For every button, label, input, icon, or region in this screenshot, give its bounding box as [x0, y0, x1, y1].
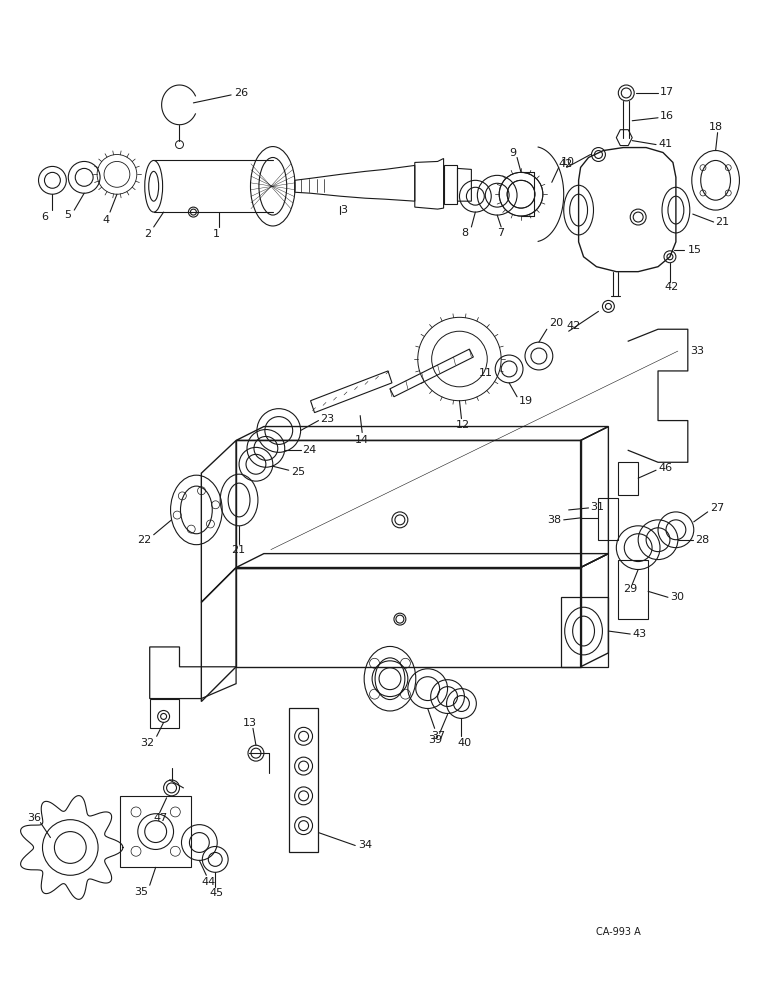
- Bar: [120, 796, 191, 867]
- Text: 8: 8: [462, 228, 469, 238]
- Text: 17: 17: [660, 87, 674, 97]
- Text: 6: 6: [42, 212, 49, 222]
- Text: 32: 32: [140, 738, 154, 748]
- Text: 1: 1: [213, 229, 220, 239]
- Text: 12: 12: [455, 420, 469, 430]
- Text: 16: 16: [660, 111, 674, 121]
- Text: 43: 43: [632, 629, 646, 639]
- Text: 30: 30: [670, 592, 684, 602]
- Text: 42: 42: [567, 321, 581, 331]
- Text: 38: 38: [547, 515, 561, 525]
- Text: 34: 34: [358, 840, 372, 850]
- Text: 36: 36: [28, 813, 42, 823]
- Text: 27: 27: [709, 503, 724, 513]
- Text: 21: 21: [716, 217, 730, 227]
- Text: 25: 25: [291, 467, 305, 477]
- Text: 24: 24: [303, 445, 317, 455]
- Text: 41: 41: [658, 139, 672, 149]
- Text: 4: 4: [102, 215, 109, 225]
- Text: 26: 26: [234, 88, 249, 98]
- Text: 18: 18: [709, 122, 723, 132]
- Text: 37: 37: [432, 731, 445, 741]
- Text: 42: 42: [559, 159, 573, 169]
- Text: 19: 19: [519, 396, 533, 406]
- Text: 14: 14: [355, 435, 369, 445]
- Text: 29: 29: [623, 584, 638, 594]
- Text: 22: 22: [137, 535, 151, 545]
- Text: 20: 20: [549, 318, 563, 328]
- Text: 15: 15: [688, 245, 702, 255]
- Text: 9: 9: [509, 148, 516, 158]
- Text: 39: 39: [428, 735, 442, 745]
- Text: 46: 46: [658, 463, 672, 473]
- Text: 3: 3: [340, 205, 347, 215]
- Text: 10: 10: [560, 157, 574, 167]
- Text: 35: 35: [134, 887, 147, 897]
- Text: 5: 5: [64, 210, 71, 220]
- Text: 42: 42: [664, 282, 679, 292]
- Text: 21: 21: [231, 545, 245, 555]
- Text: 44: 44: [201, 877, 215, 887]
- Text: 33: 33: [690, 346, 704, 356]
- Text: 11: 11: [479, 368, 493, 378]
- Text: 7: 7: [497, 228, 504, 238]
- Text: 23: 23: [320, 414, 334, 424]
- Text: CA-993 A: CA-993 A: [597, 927, 642, 937]
- Text: 28: 28: [695, 535, 709, 545]
- Text: 45: 45: [209, 888, 223, 898]
- Text: 47: 47: [154, 813, 168, 823]
- Text: 31: 31: [591, 502, 604, 512]
- Text: 40: 40: [458, 738, 472, 748]
- Text: 2: 2: [144, 229, 151, 239]
- Text: 13: 13: [243, 718, 257, 728]
